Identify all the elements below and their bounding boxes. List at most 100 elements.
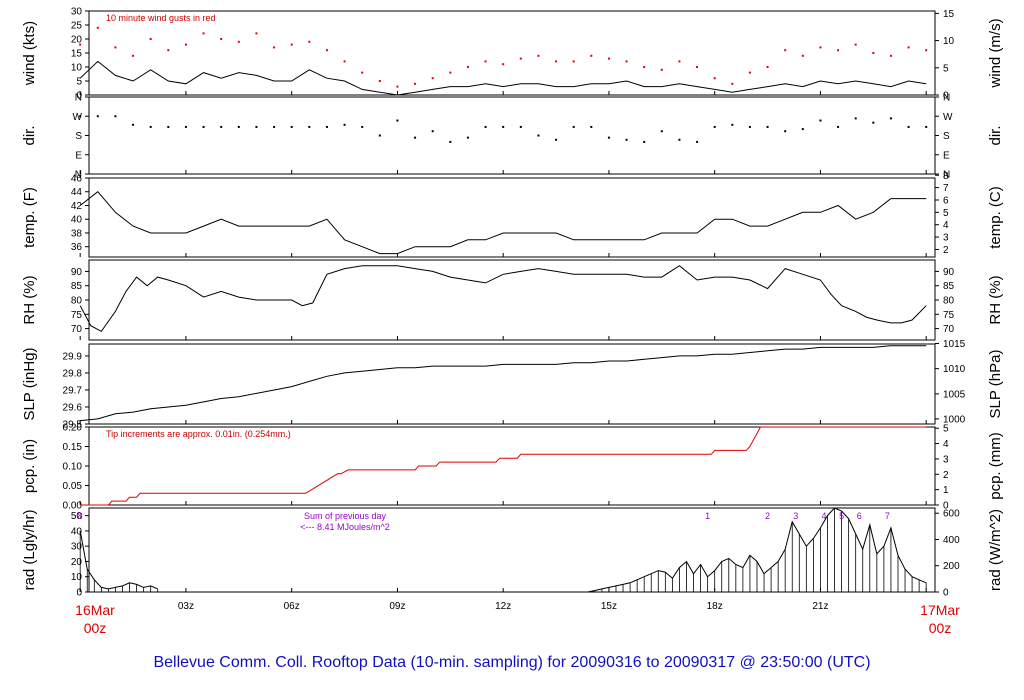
rad-marker: 2 — [765, 511, 770, 521]
wind-point — [696, 66, 699, 68]
left-tick-label: 29.5 — [63, 420, 83, 431]
right-tick-label: 4 — [943, 439, 949, 450]
dir-point — [784, 130, 787, 133]
right-tick-label: 1005 — [943, 389, 966, 400]
right-tick-label: 400 — [943, 535, 960, 546]
wind-point — [378, 80, 381, 82]
left-tick-label: 50 — [71, 511, 83, 522]
dir-point — [167, 125, 170, 128]
left-tick-label: 0.20 — [63, 423, 83, 434]
right-tick-label: 1000 — [943, 414, 966, 425]
wind-point — [801, 54, 804, 57]
temp-line — [79, 191, 927, 255]
left-tick-label: 20 — [71, 557, 83, 568]
x-tick-label: 03z — [178, 601, 194, 612]
panel-rad: 0 10 20 30 40 50 0 200 400 600 rad (Lgly/hr) rad (W… — [21, 507, 1004, 599]
wind-point — [678, 60, 681, 63]
dir-point — [114, 115, 117, 118]
dir-point — [537, 134, 540, 137]
dir-point — [343, 123, 346, 126]
dir-point — [660, 130, 663, 133]
dir-point — [731, 123, 734, 126]
wind-point — [96, 26, 99, 29]
right-tick-label: W — [943, 112, 953, 123]
wind-point — [502, 63, 505, 66]
dir-point — [801, 128, 804, 131]
wind-point — [325, 49, 328, 52]
wind-point — [590, 54, 593, 57]
dir-point — [361, 125, 364, 128]
wind-line — [79, 60, 927, 96]
panel-frame — [88, 10, 936, 96]
dir-point — [149, 125, 152, 128]
y-label-left: SLP (inHg) — [21, 347, 38, 420]
rad-marker: 8 — [78, 511, 83, 521]
wind-point — [748, 71, 751, 74]
dir-point — [325, 125, 328, 128]
x-tick-label: 15z — [601, 601, 617, 612]
left-tick-label: 29.9 — [63, 351, 83, 362]
right-tick-label: 4 — [943, 220, 949, 231]
wind-point — [572, 60, 575, 63]
dir-point — [837, 125, 840, 128]
wind-point — [308, 40, 311, 43]
left-tick-label: 0.15 — [63, 442, 83, 453]
rad-line-night — [79, 530, 158, 590]
dir-point — [184, 125, 187, 128]
panel-frame — [88, 343, 936, 425]
panel-temp: 36 38 40 42 44 46 23 45 678 temp. (F) temp. (C) — [21, 171, 1004, 258]
panel-rh: 70 75 80 85 90 70 75 80 85 90 RH (%) RH (%) — [21, 259, 1004, 341]
rad-marker: 5 — [839, 511, 844, 521]
panel-frame — [88, 177, 936, 258]
y-label-left: temp. (F) — [21, 187, 38, 248]
wind-point — [784, 49, 787, 52]
right-tick-label: N — [943, 170, 950, 181]
dir-point — [555, 138, 558, 141]
right-tick-label: 5 — [943, 208, 949, 219]
y-label-left: wind (kts) — [21, 21, 38, 86]
rh-line — [79, 265, 927, 333]
left-tick-label: 38 — [71, 228, 83, 239]
dir-point — [678, 138, 681, 141]
dir-point — [202, 125, 205, 128]
wind-point — [290, 43, 293, 46]
wind-point — [255, 32, 258, 35]
dir-point — [96, 115, 99, 118]
wind-point — [837, 49, 840, 52]
left-tick-label: N — [75, 170, 82, 181]
right-tick-label: 1 — [943, 485, 949, 496]
right-tick-label: 80 — [943, 296, 955, 307]
end-date-label: 17Mar — [920, 602, 960, 618]
wind-point — [484, 60, 487, 63]
dir-point — [519, 125, 522, 128]
x-tick-label: 09z — [389, 601, 405, 612]
dir-point — [925, 125, 928, 128]
left-tick-label: 29.6 — [63, 402, 83, 413]
right-tick-label: 5 — [943, 424, 949, 435]
left-tick-label: 30 — [71, 7, 83, 18]
y-label-right: pcp. (mm) — [987, 432, 1004, 500]
wind-point — [114, 46, 117, 49]
dir-point — [502, 125, 505, 128]
left-tick-label: 80 — [71, 296, 83, 307]
wind-point — [660, 68, 663, 71]
dir-point — [854, 117, 857, 120]
dir-point — [396, 119, 399, 122]
dir-point — [607, 136, 610, 139]
right-tick-label: 15 — [943, 9, 955, 20]
dir-point — [273, 125, 276, 128]
right-tick-label: 2 — [943, 245, 949, 256]
wind-point — [343, 60, 346, 63]
left-tick-label: 20 — [71, 35, 83, 46]
left-tick-label: 29.8 — [63, 368, 83, 379]
right-tick-label: N — [943, 93, 950, 104]
y-label-right: RH (%) — [987, 275, 1004, 324]
pcp-line — [80, 426, 927, 506]
y-label-right: rad (W/m^2) — [987, 509, 1004, 591]
x-tick-label: 18z — [707, 601, 723, 612]
left-tick-label: 0.05 — [63, 481, 83, 492]
start-date-label: 16Mar — [75, 602, 115, 618]
left-tick-label: 29.7 — [63, 385, 83, 396]
